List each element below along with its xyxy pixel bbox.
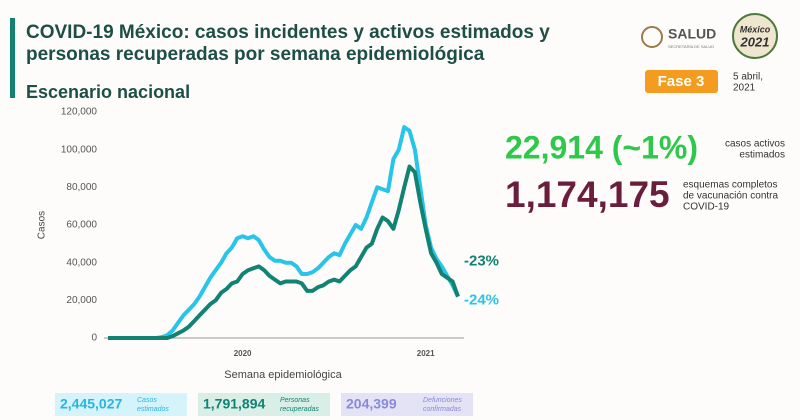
y-tick-label: 20,000 [66,295,97,306]
footer-value: 204,399 [346,396,397,412]
footer-value: 1,791,894 [203,396,265,412]
series-end-label: -23% [464,253,499,270]
stat-caption: estimados [739,150,785,161]
footer-caption: Defunciones [423,397,462,404]
emblem-text: México [740,24,771,34]
y-tick-label: 40,000 [66,257,97,268]
title: personas recuperadas por semana epidemio… [26,44,485,65]
y-tick-label: 100,000 [61,144,98,155]
stat-caption: de vacunación contra [683,191,779,202]
y-tick-label: 60,000 [66,220,97,231]
stat-caption: COVID-19 [683,202,730,213]
stat-caption: casos activos [725,139,785,150]
footer-box [55,393,187,416]
date: 2021 [733,83,756,94]
footer-box [341,393,473,416]
series-line [108,125,460,340]
accent-bar [10,18,15,98]
x-tick-label: 2021 [417,349,435,358]
footer-box [198,393,330,416]
footer-caption: confirmadas [423,406,462,413]
series-end-label: -24% [464,292,499,309]
emblem-text: 2021 [740,34,770,49]
stat-caption: esquemas completos [683,180,778,191]
logo-emblem [641,26,663,48]
phase-label: Fase 3 [658,73,705,90]
phase-badge [645,70,718,93]
date: 5 abril, [733,72,763,83]
footer-caption: Personas [280,397,310,404]
stat-value: 22,914 (~1%) [505,129,698,165]
footer-caption: estimados [137,406,169,413]
footer-value: 2,445,027 [60,396,122,412]
y-axis-label: Casos [37,211,48,239]
footer-caption: recuperadas [280,406,319,413]
subtitle: Escenario nacional [26,82,190,102]
stat-value: 1,174,175 [505,174,670,215]
y-tick-label: 120,000 [61,107,98,118]
series-line [108,164,460,340]
logo-caption: SECRETARÍA DE SALUD [668,44,714,49]
y-tick-label: 80,000 [66,182,97,193]
title: COVID-19 México: casos incidentes y acti… [26,22,550,43]
y-tick-label: 0 [91,333,97,344]
emblem-circle [732,13,778,59]
logo: SALUD [668,26,716,42]
x-tick-label: 2020 [234,349,252,358]
footer-caption: Casos [137,397,157,404]
x-axis-label: Semana epidemiológica [224,369,342,381]
